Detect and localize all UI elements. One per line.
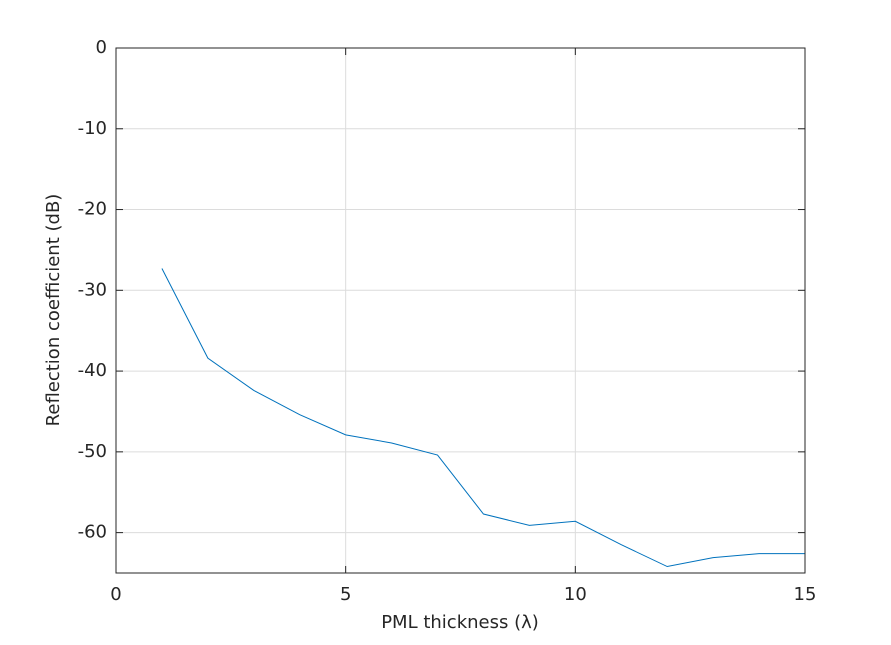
x-tick-label: 0	[110, 584, 121, 605]
plot-area	[116, 48, 805, 573]
x-tick-label: 15	[794, 584, 817, 605]
y-tick-label: -20	[78, 199, 107, 220]
y-tick-label: -10	[78, 118, 107, 139]
axes-box	[115, 47, 806, 574]
y-tick-label: 0	[96, 37, 107, 58]
y-axis-label: Reflection coefficient (dB)	[43, 194, 64, 427]
y-tick-label: -40	[78, 360, 107, 381]
x-tick-label: 5	[340, 584, 351, 605]
x-tick-label: 10	[564, 584, 587, 605]
x-axis-label: PML thickness (λ)	[381, 612, 539, 633]
lines	[161, 268, 805, 568]
y-tick-label: -60	[78, 522, 107, 543]
data-line	[161, 268, 805, 568]
y-tick-label: -50	[78, 441, 107, 462]
y-tick-label: -30	[78, 279, 107, 300]
